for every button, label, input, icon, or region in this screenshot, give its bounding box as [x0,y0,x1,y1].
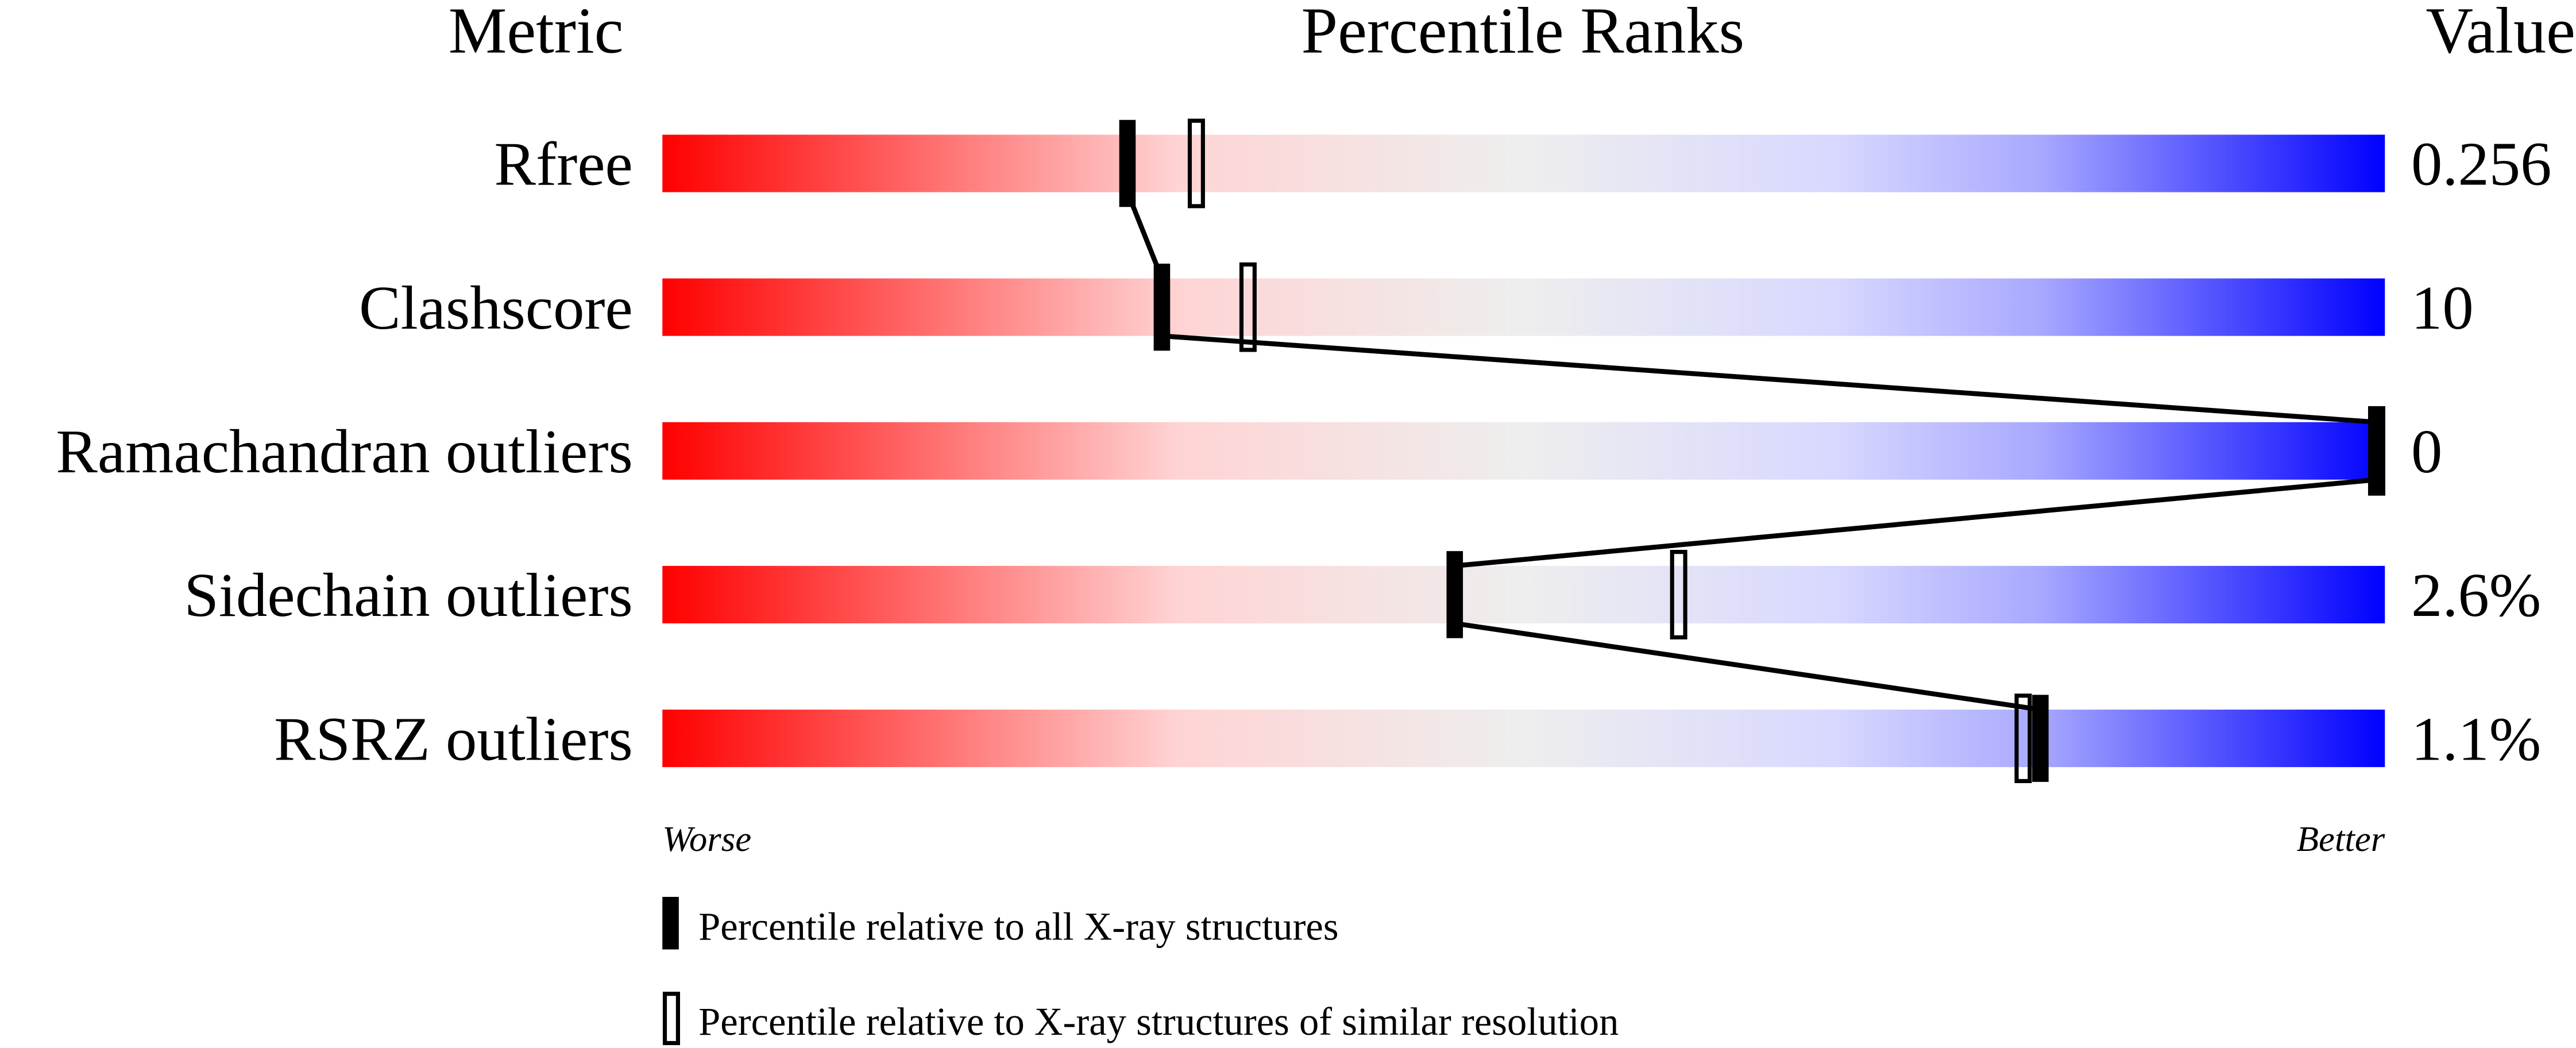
similar-resolution-marker [1187,118,1205,209]
axis-label-worse: Worse [662,819,751,859]
percentile-bar [662,134,2385,192]
metric-label: Sidechain outliers [184,561,632,630]
percentile-bar [662,422,2385,480]
header-percentile-ranks: Percentile Ranks [1301,0,1745,67]
metric-label: Clashscore [359,273,633,342]
metric-label: Ramachandran outliers [56,417,632,486]
metric-label: RSRZ outliers [274,704,633,773]
percentile-bar [662,278,2385,336]
percentile-bar [662,710,2385,768]
legend-filled-label: Percentile relative to all X-ray structu… [698,904,1338,948]
legend-hollow-label: Percentile relative to X-ray structures … [698,1000,1619,1043]
metric-value: 2.6% [2411,561,2541,630]
legend-hollow-marker [662,992,680,1045]
percentile-bar [662,565,2385,623]
connector-line [1125,191,1164,280]
similar-resolution-marker [1670,550,1687,639]
header-value: Value [2426,0,2575,67]
connector-line [1454,621,2041,712]
metric-value: 0 [2411,417,2442,486]
connector-line [1454,477,2377,569]
connector-line [1161,333,2377,425]
similar-resolution-marker [2014,693,2032,783]
rows: Rfree 0.256 Clashscore 10 Ramachandran outli… [56,118,2551,783]
similar-resolution-marker [1239,262,1257,352]
metric-value: 1.1% [2411,704,2541,773]
metric-label: Rfree [495,130,633,199]
metric-value: 10 [2411,273,2474,342]
legend-filled-marker [662,896,679,950]
metric-value: 0.256 [2411,130,2551,199]
axis-label-better: Better [2297,819,2385,859]
header-metric: Metric [449,0,624,67]
